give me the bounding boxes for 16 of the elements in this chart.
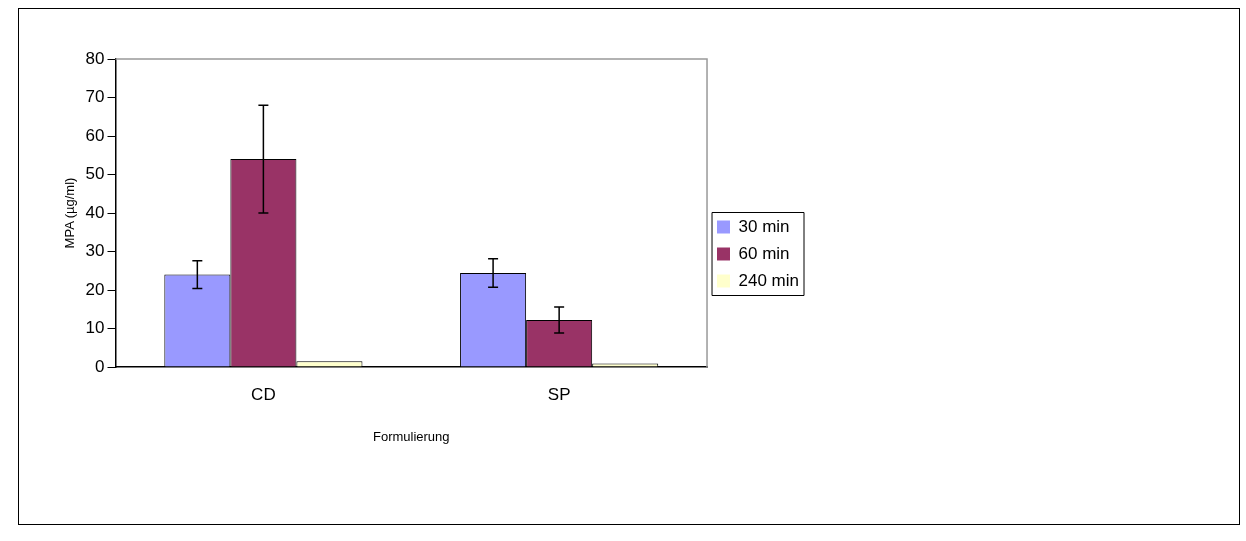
y-tick-label: 20 — [85, 279, 105, 299]
y-tick-label: 0 — [95, 356, 105, 376]
legend-label: 60 min — [738, 243, 790, 263]
y-tick-label: 50 — [85, 164, 105, 184]
legend-label: 30 min — [738, 216, 790, 236]
x-tick-label: CD — [251, 384, 276, 404]
y-tick-label: 40 — [85, 202, 105, 222]
x-axis-title: Formulierung — [372, 428, 450, 444]
y-axis-title: MPA (µg/ml) — [62, 177, 78, 249]
y-tick-label: 60 — [85, 125, 105, 145]
legend-label: 240 min — [738, 270, 799, 290]
y-tick-label: 70 — [85, 87, 105, 107]
y-tick-label: 30 — [85, 241, 105, 261]
x-tick-label: SP — [547, 384, 571, 404]
y-tick-label: 80 — [85, 48, 105, 68]
y-tick-label: 10 — [85, 318, 105, 338]
